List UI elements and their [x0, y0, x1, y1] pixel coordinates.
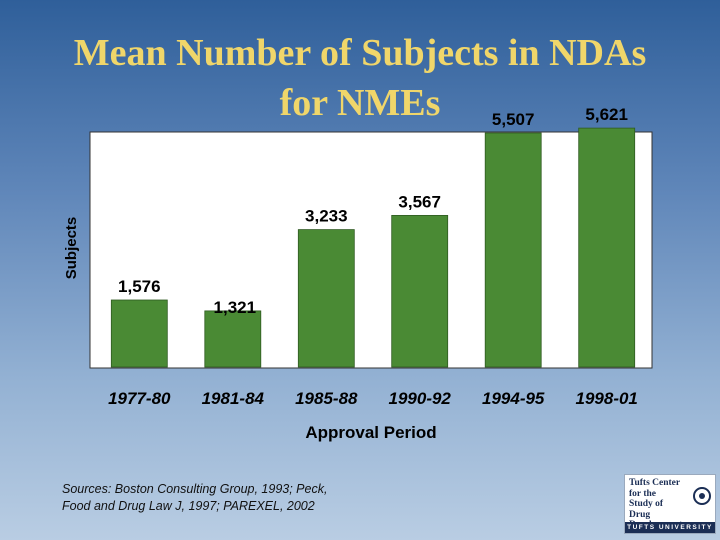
- value-label-1990-92: 3,567: [398, 192, 441, 211]
- tick-label-1994-95: 1994-95: [482, 389, 545, 408]
- value-label-1981-84: 1,321: [214, 298, 257, 317]
- title-line-2: for NMEs: [279, 82, 441, 124]
- seal-icon: [693, 487, 711, 505]
- value-label-1994-95: 5,507: [492, 110, 535, 129]
- slide-title: Mean Number of Subjects in NDAs for NMEs: [0, 28, 720, 128]
- tick-label-1985-88: 1985-88: [295, 389, 358, 408]
- sources-note: Sources: Boston Consulting Group, 1993; …: [62, 481, 422, 515]
- tufts-logo: Tufts Center for the Study of Drug Devel…: [624, 474, 716, 534]
- value-label-1977-80: 1,576: [118, 277, 161, 296]
- x-axis-label: Approval Period: [305, 423, 436, 442]
- bar-1990-92: [391, 214, 449, 368]
- bar-1977-80: [110, 299, 168, 368]
- bar-1994-95: [484, 132, 542, 368]
- logo-bar-text: TUFTS UNIVERSITY: [625, 522, 715, 533]
- title-line-1: Mean Number of Subjects in NDAs: [73, 32, 647, 74]
- tick-label-1981-84: 1981-84: [202, 389, 265, 408]
- tick-label-1998-01: 1998-01: [576, 389, 638, 408]
- bar-chart: 1,576 1,321 3,233 3,567 5,507 5,621 1977-80 19…: [63, 105, 653, 442]
- tick-label-1990-92: 1990-92: [389, 389, 452, 408]
- sources-line-2: Food and Drug Law J, 1997; PAREXEL, 2002: [62, 499, 315, 513]
- plot-area: [89, 131, 653, 369]
- sources-line-1: Sources: Boston Consulting Group, 1993; …: [62, 482, 328, 496]
- value-label-1985-88: 3,233: [305, 207, 348, 226]
- tick-label-1977-80: 1977-80: [108, 389, 171, 408]
- bar-1985-88: [297, 229, 355, 368]
- value-label-1998-01: 5,621: [585, 105, 628, 124]
- y-axis-label: Subjects: [63, 217, 80, 280]
- bar-1981-84: [204, 310, 262, 368]
- bar-1998-01: [578, 127, 636, 368]
